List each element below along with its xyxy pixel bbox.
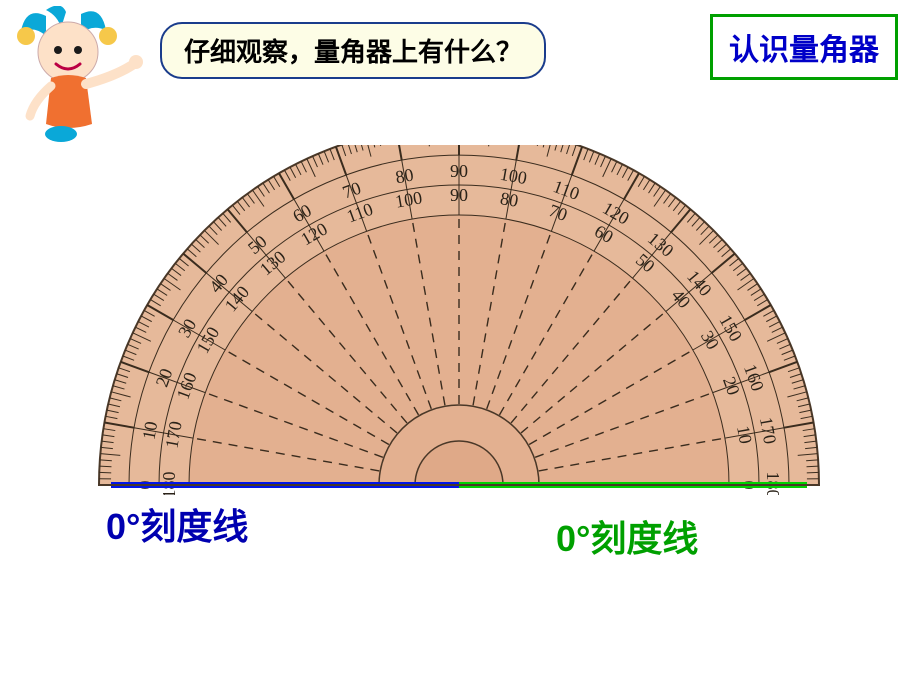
svg-text:80: 80 [499,188,520,211]
svg-text:80: 80 [394,164,415,187]
speech-text: 仔细观察，量角器上有什么？ [184,37,522,67]
svg-text:10: 10 [138,420,161,441]
protractor-svg: 0102030405060708090100110120130140150160… [93,145,825,495]
speech-bubble: 仔细观察，量角器上有什么？ [160,22,546,79]
mascot-svg [6,6,146,146]
svg-text:10: 10 [733,424,756,445]
zero-label-right: 0°刻度线 [550,510,704,562]
title-text: 认识量角器 [729,34,879,67]
mascot-character [6,6,146,146]
protractor: 0102030405060708090100110120130140150160… [93,145,825,495]
title-box: 认识量角器 [710,14,898,80]
svg-text:90: 90 [450,161,468,181]
slide: 仔细观察，量角器上有什么？ 认识量角器 01020304050607080901… [0,0,920,690]
svg-text:90: 90 [450,185,468,205]
zero-label-left: 0°刻度线 [100,498,254,550]
